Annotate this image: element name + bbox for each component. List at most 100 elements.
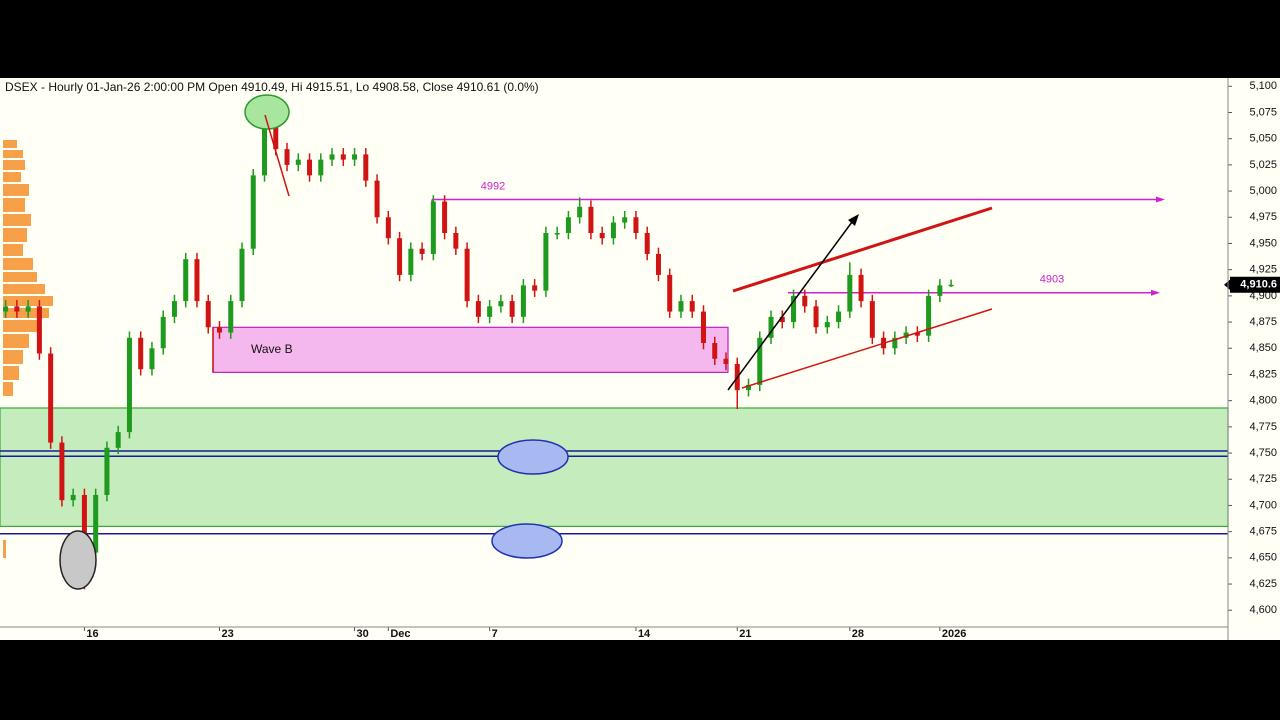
- candle-body: [622, 217, 628, 223]
- candle-body: [644, 232, 650, 254]
- candle-body: [171, 301, 177, 317]
- y-tick-label: 5,025: [1249, 159, 1277, 171]
- candle-body: [194, 259, 200, 302]
- y-tick-label: 4,900: [1249, 290, 1277, 302]
- y-tick-label: 4,825: [1249, 368, 1277, 380]
- candle-body: [948, 284, 954, 287]
- candle-body: [757, 337, 763, 385]
- candle-body: [3, 306, 9, 312]
- candle-body: [926, 295, 932, 336]
- y-tick-label: 4,625: [1249, 578, 1277, 590]
- candle-body: [93, 494, 99, 553]
- candle-body: [59, 442, 65, 501]
- candle-body: [858, 274, 864, 302]
- candle-body: [813, 306, 819, 328]
- arrow-head: [848, 214, 859, 226]
- candle-body: [205, 301, 211, 328]
- candle-body: [104, 447, 110, 495]
- candle-body: [791, 295, 797, 323]
- candle-body: [307, 159, 313, 176]
- candle-body: [847, 274, 853, 312]
- y-tick-label: 4,925: [1249, 264, 1277, 276]
- y-tick-label: 5,100: [1249, 80, 1277, 92]
- last-price-box: [1230, 276, 1280, 293]
- candle-body: [397, 238, 403, 275]
- y-tick-label: 4,700: [1249, 499, 1277, 511]
- candle-body: [588, 206, 594, 233]
- level-arrow: [1151, 289, 1160, 296]
- candle-body: [599, 232, 605, 239]
- ellipse: [497, 439, 569, 475]
- candle-body: [250, 175, 256, 249]
- candle-body: [14, 306, 20, 312]
- candle-body: [520, 285, 526, 317]
- candle-body: [610, 222, 616, 239]
- y-tick-label: 4,975: [1249, 211, 1277, 223]
- drawings: [59, 94, 993, 590]
- y-tick-label: 4,600: [1249, 604, 1277, 616]
- candle-body: [779, 316, 785, 323]
- candle-body: [746, 384, 752, 391]
- x-tick-label: 30: [357, 628, 369, 640]
- channel-upper: [732, 206, 993, 293]
- y-tick-label: 4,675: [1249, 526, 1277, 538]
- candle-body: [419, 248, 425, 254]
- x-tick-label: 7: [492, 628, 498, 640]
- level-arrow: [1156, 196, 1165, 203]
- y-tick-label: 5,000: [1249, 185, 1277, 197]
- candle-body: [25, 306, 31, 312]
- candle-body: [408, 248, 414, 275]
- candle-body: [273, 122, 279, 150]
- candle-body: [836, 311, 842, 323]
- candle-body: [81, 494, 87, 553]
- x-tick-label: Dec: [390, 628, 410, 640]
- candle-body: [464, 248, 470, 302]
- candle-body: [532, 285, 538, 291]
- candle-body: [655, 253, 661, 275]
- candle-body: [239, 248, 245, 302]
- y-tick-label: 4,750: [1249, 447, 1277, 459]
- candle-body: [149, 348, 155, 370]
- level-label: 4903: [1040, 274, 1064, 286]
- candle-body: [577, 206, 583, 218]
- x-tick-label: 21: [739, 628, 751, 640]
- candle-body: [498, 301, 504, 307]
- x-tick-label: 23: [221, 628, 233, 640]
- candle-body: [475, 301, 481, 317]
- candle-body: [363, 154, 369, 181]
- candle-body: [228, 301, 234, 333]
- chart-title: DSEX - Hourly 01-Jan-26 2:00:00 PM Open …: [5, 80, 539, 94]
- y-tick-label: 4,725: [1249, 473, 1277, 485]
- candle-body: [678, 301, 684, 312]
- candle-body: [138, 337, 144, 370]
- x-tick-label: 28: [852, 628, 864, 640]
- zone: [212, 326, 729, 373]
- candle-body: [937, 285, 943, 296]
- candle-body: [284, 149, 290, 165]
- x-tick-label: 2026: [942, 628, 966, 640]
- x-tick-label: 16: [86, 628, 98, 640]
- candle-body: [36, 306, 42, 354]
- level-label: 4992: [481, 180, 505, 192]
- candle-body: [262, 122, 268, 176]
- zone-label: Wave B: [251, 342, 293, 356]
- candle-body: [295, 159, 301, 165]
- y-tick-label: 4,875: [1249, 316, 1277, 328]
- y-tick-label: 5,050: [1249, 133, 1277, 145]
- candle-body: [385, 217, 391, 239]
- candle-body: [712, 343, 718, 359]
- x-tick-label: 14: [638, 628, 651, 640]
- candle-body: [543, 232, 549, 291]
- candle-body: [352, 154, 358, 160]
- candle-body: [903, 332, 909, 338]
- candle-body: [216, 327, 222, 333]
- channel-lower: [741, 308, 993, 389]
- ellipse: [59, 530, 97, 590]
- last-price-label: 4,910.6: [1240, 279, 1277, 291]
- candle-body: [554, 232, 560, 235]
- candle-body: [442, 201, 448, 233]
- candle-body: [126, 337, 132, 433]
- y-tick-label: 4,850: [1249, 342, 1277, 354]
